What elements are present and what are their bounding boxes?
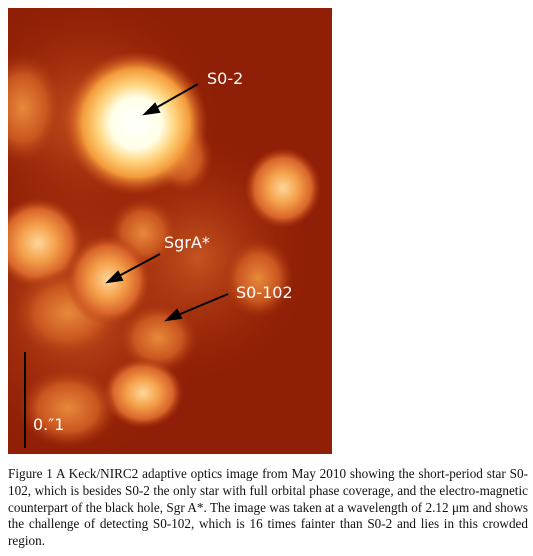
faint-star xyxy=(8,198,83,288)
faint-star xyxy=(223,238,293,318)
label-s02: S0-2 xyxy=(207,69,244,88)
faint-star xyxy=(103,358,183,428)
arrow-s02-head xyxy=(142,102,161,116)
sgra-glow xyxy=(66,235,150,325)
faint-star xyxy=(118,303,198,373)
keck-image: S0-2 SgrA* S0-102 0.″1 xyxy=(8,8,332,454)
faint-star xyxy=(8,53,63,163)
arrow-s02 xyxy=(153,83,199,110)
figure-caption: Figure 1 A Keck/NIRC2 adaptive optics im… xyxy=(8,466,528,549)
label-s0102: S0-102 xyxy=(236,283,293,302)
arrow-s0102-head xyxy=(164,308,183,322)
arrow-sgra-head xyxy=(105,270,124,284)
arrow-sgra xyxy=(116,253,161,278)
faint-star xyxy=(18,368,118,448)
label-sgra: SgrA* xyxy=(164,233,210,252)
infrared-image-svg xyxy=(8,8,332,454)
annotation-arrows xyxy=(105,83,229,322)
star-right xyxy=(245,148,321,228)
arrow-s0102 xyxy=(177,293,229,316)
s02-star xyxy=(64,51,208,195)
label-scale: 0.″1 xyxy=(33,415,65,434)
